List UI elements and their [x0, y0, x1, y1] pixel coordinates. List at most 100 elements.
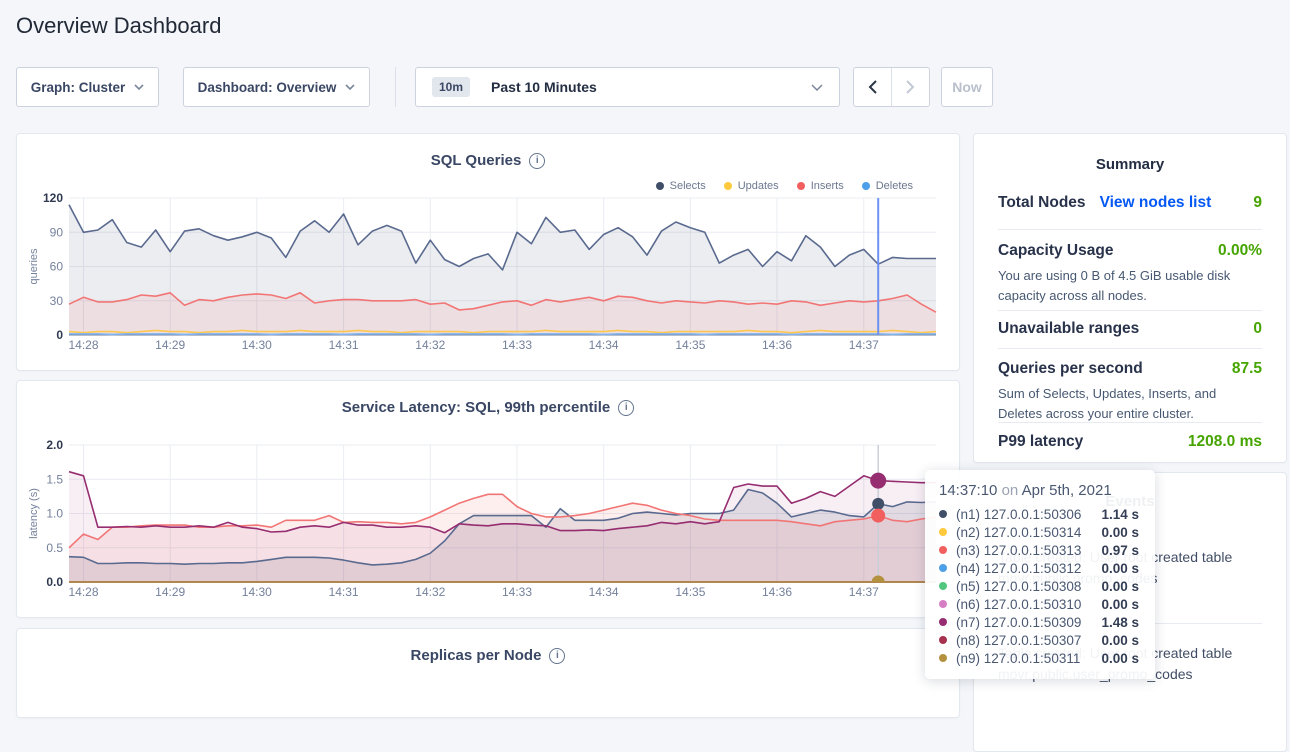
node-latency-value: 1.48 s: [1101, 614, 1139, 630]
legend-label: Inserts: [810, 180, 844, 192]
legend-label: Updates: [737, 180, 779, 192]
tooltip-node-row: (n5) 127.0.0.1:50308 0.00 s: [939, 577, 1139, 595]
node-color-dot: [939, 546, 947, 554]
node-latency-value: 1.14 s: [1101, 506, 1139, 522]
tooltip-node-row: (n3) 127.0.0.1:50313 0.97 s: [939, 541, 1139, 559]
time-back-button[interactable]: [854, 68, 892, 106]
summary-row-capacity: Capacity Usage 0.00%: [998, 242, 1262, 260]
node-address: (n2) 127.0.0.1:50314: [956, 524, 1082, 540]
chart-title-sql-queries: SQL Queries i: [17, 152, 959, 169]
time-range-dropdown[interactable]: 10m Past 10 Minutes: [415, 67, 840, 107]
total-nodes-value: 9: [1253, 194, 1262, 211]
legend-item-deletes[interactable]: Deletes: [861, 180, 913, 192]
legend-item-selects[interactable]: Selects: [655, 180, 706, 192]
legend-dot: [655, 182, 664, 190]
service-latency-plot[interactable]: 0.0 0.5 1.0 1.5 2.0 14:28 14:29 14:30 14:31 14:32…: [17, 381, 959, 617]
tooltip-node-row: (n7) 127.0.0.1:50309 1.48 s: [939, 613, 1139, 631]
svg-text:14:29: 14:29: [155, 338, 185, 352]
sql-queries-plot[interactable]: 0 30 60 90 120 14:28 14:29 14:30 14:31 14:32 14:33…: [17, 134, 959, 370]
node-color-dot: [939, 582, 947, 590]
summary-panel: Summary Total Nodes View nodes list 9 Ca…: [973, 133, 1287, 463]
p99-latency-label: P99 latency: [998, 433, 1084, 450]
svg-text:14:31: 14:31: [329, 338, 359, 352]
qps-description: Sum of Selects, Updates, Inserts, and De…: [998, 386, 1217, 421]
view-nodes-list-link[interactable]: View nodes list: [1099, 194, 1212, 211]
node-color-dot: [939, 636, 947, 644]
dashboard-label: Dashboard: Overview: [197, 79, 337, 95]
svg-text:1.5: 1.5: [46, 472, 63, 486]
svg-text:14:37: 14:37: [849, 585, 879, 599]
now-button[interactable]: Now: [941, 67, 993, 107]
sql-queries-chart-card: 0 30 60 90 120 14:28 14:29 14:30 14:31 14:32 14:33…: [16, 133, 960, 371]
svg-text:14:36: 14:36: [762, 585, 792, 599]
svg-text:1.0: 1.0: [46, 507, 63, 521]
info-icon[interactable]: i: [618, 399, 635, 416]
legend-item-updates[interactable]: Updates: [723, 180, 779, 192]
divider: [998, 348, 1262, 349]
svg-text:14:34: 14:34: [589, 338, 619, 352]
chart-title-replicas-per-node: Replicas per Node i: [17, 647, 959, 664]
page-title: Overview Dashboard: [16, 13, 222, 38]
svg-text:14:28: 14:28: [68, 585, 98, 599]
svg-text:14:35: 14:35: [675, 338, 705, 352]
node-color-dot: [939, 654, 947, 662]
summary-row-unavailable-ranges: Unavailable ranges 0: [998, 320, 1262, 338]
svg-text:0: 0: [56, 328, 63, 342]
p99-latency-value: 1208.0 ms: [1187, 433, 1262, 450]
svg-text:0.5: 0.5: [46, 541, 63, 555]
time-step-group: [853, 67, 930, 107]
svg-text:14:29: 14:29: [155, 585, 185, 599]
svg-text:30: 30: [50, 294, 64, 308]
svg-text:90: 90: [50, 225, 64, 239]
svg-text:120: 120: [43, 191, 63, 205]
svg-text:queries: queries: [28, 248, 40, 285]
svg-text:14:30: 14:30: [242, 338, 272, 352]
node-latency-value: 0.00 s: [1101, 632, 1139, 648]
node-latency-value: 0.00 s: [1101, 560, 1139, 576]
divider: [998, 229, 1262, 230]
tooltip-node-row: (n9) 127.0.0.1:50311 0.00 s: [939, 649, 1139, 667]
node-address: (n8) 127.0.0.1:50307: [956, 632, 1082, 648]
sql-queries-legend: Selects Updates Inserts Deletes: [655, 180, 913, 192]
capacity-value: 0.00%: [1218, 242, 1262, 259]
dashboard-dropdown[interactable]: Dashboard: Overview: [183, 67, 370, 107]
overview-dashboard-page: { "page": {"title": "Overview Dashboard"…: [16, 13, 1287, 752]
svg-text:14:28: 14:28: [68, 338, 98, 352]
node-address: (n9) 127.0.0.1:50311: [956, 650, 1081, 666]
graph-scope-dropdown[interactable]: Graph: Cluster: [16, 67, 159, 107]
chart-title-service-latency: Service Latency: SQL, 99th percentile i: [17, 399, 959, 416]
time-range-label: Past 10 Minutes: [491, 79, 597, 95]
legend-item-inserts[interactable]: Inserts: [796, 180, 844, 192]
node-address: (n3) 127.0.0.1:50313: [956, 542, 1082, 558]
chevron-down-icon: [811, 83, 823, 91]
svg-text:14:32: 14:32: [415, 585, 445, 599]
capacity-description: You are using 0 B of 4.5 GiB usable disk…: [998, 268, 1231, 303]
node-color-dot: [939, 564, 947, 572]
node-address: (n4) 127.0.0.1:50312: [956, 560, 1082, 576]
service-latency-chart-card: 0.0 0.5 1.0 1.5 2.0 14:28 14:29 14:30 14:31 14:32…: [16, 380, 960, 618]
info-icon[interactable]: i: [549, 647, 566, 664]
info-icon[interactable]: i: [529, 152, 546, 169]
svg-text:2.0: 2.0: [46, 438, 63, 452]
time-forward-button[interactable]: [892, 68, 929, 106]
tooltip-node-row: (n1) 127.0.0.1:50306 1.14 s: [939, 505, 1139, 523]
node-latency-value: 0.00 s: [1101, 578, 1139, 594]
node-address: (n1) 127.0.0.1:50306: [956, 506, 1082, 522]
node-color-dot: [939, 510, 947, 518]
qps-label: Queries per second: [998, 360, 1143, 377]
chevron-down-icon: [134, 84, 144, 90]
legend-dot: [796, 182, 805, 190]
svg-text:latency (s): latency (s): [28, 488, 40, 539]
svg-text:14:30: 14:30: [242, 585, 272, 599]
svg-text:14:32: 14:32: [415, 338, 445, 352]
svg-text:14:36: 14:36: [762, 338, 792, 352]
svg-text:14:31: 14:31: [329, 585, 359, 599]
node-color-dot: [939, 618, 947, 626]
node-latency-value: 0.00 s: [1101, 596, 1139, 612]
arrow-right-icon: [906, 80, 915, 94]
node-latency-value: 0.00 s: [1101, 650, 1139, 666]
unavailable-ranges-value: 0: [1253, 320, 1262, 337]
arrow-left-icon: [868, 80, 877, 94]
summary-row-p99: P99 latency 1208.0 ms: [998, 433, 1262, 451]
legend-dot: [723, 182, 732, 190]
